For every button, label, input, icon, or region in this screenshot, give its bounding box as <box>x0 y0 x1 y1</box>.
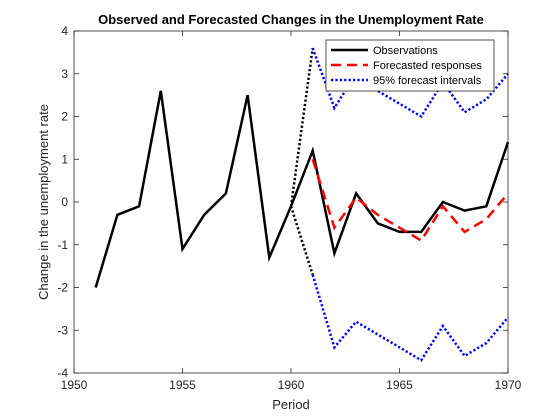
y-axis-label: Change in the unemployment rate <box>36 104 51 300</box>
forecast-origin-connector-0 <box>289 47 314 207</box>
legend-label-observations: Observations <box>373 45 438 57</box>
y-tick-label: 4 <box>61 24 68 38</box>
x-tick-label: 1960 <box>278 378 305 392</box>
legend-label-95-forecast-intervals: 95% forecast intervals <box>373 75 482 87</box>
chart-title: Observed and Forecasted Changes in the U… <box>98 12 484 27</box>
forecast-origin-connector-1 <box>289 205 314 276</box>
y-tick-label: 2 <box>61 110 68 124</box>
series-95-forecast-intervals-lower <box>311 274 509 362</box>
y-tick-label: 0 <box>61 195 68 209</box>
y-tick-label: 3 <box>61 67 68 81</box>
series-observations <box>94 90 510 288</box>
legend-label-forecasted-responses: Forecasted responses <box>373 60 482 72</box>
y-tick-label: 1 <box>61 152 68 166</box>
x-tick-label: 1965 <box>386 378 413 392</box>
x-tick-label: 1950 <box>61 378 88 392</box>
y-tick-label: -1 <box>57 238 68 252</box>
legend: Observations Forecasted responses 95% fore… <box>325 39 495 92</box>
y-tick-label: -3 <box>57 323 68 337</box>
y-tick-label: -2 <box>57 281 68 295</box>
x-tick-label: 1970 <box>495 378 522 392</box>
x-tick-label: 1955 <box>169 378 196 392</box>
y-tick-label: -4 <box>57 366 68 380</box>
x-axis-label: Period <box>272 397 310 412</box>
series-forecasted-responses <box>311 158 509 243</box>
